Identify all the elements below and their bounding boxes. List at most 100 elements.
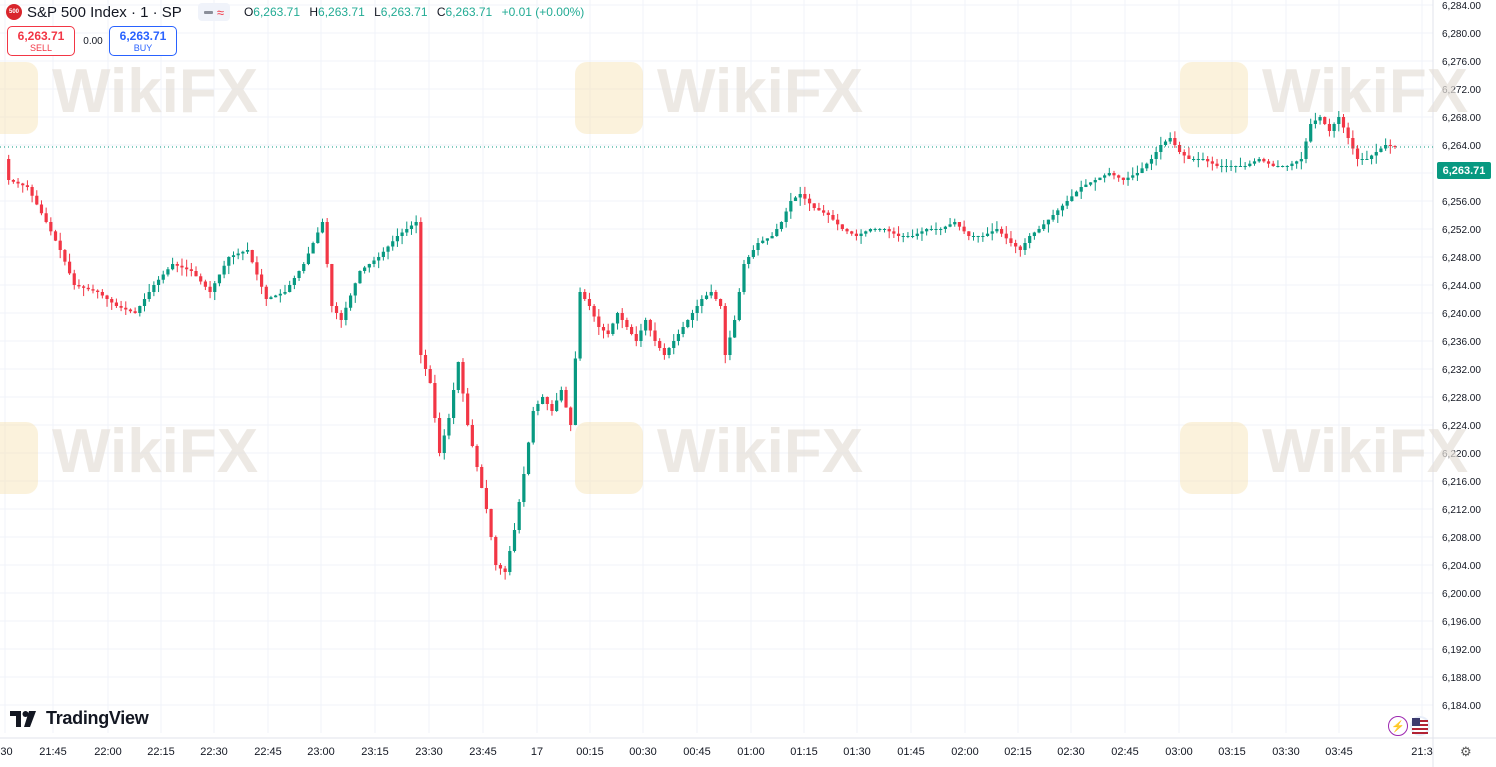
candle-body <box>1018 246 1022 250</box>
candle-body <box>873 229 877 230</box>
y-tick-label: 6,268.00 <box>1442 113 1481 124</box>
candle-body <box>1032 232 1036 236</box>
x-tick-label: 22:15 <box>147 746 175 758</box>
candle-body <box>939 229 943 230</box>
close-value: 6,263.71 <box>445 5 493 19</box>
candle-body <box>1126 177 1130 180</box>
candle-body <box>1262 159 1266 162</box>
candle-body <box>676 334 681 341</box>
candle-body <box>672 341 676 348</box>
x-tick-label: 01:00 <box>737 746 765 758</box>
x-tick-label: 02:00 <box>951 746 979 758</box>
candle-body <box>967 231 971 236</box>
candle-body <box>53 231 58 241</box>
candle-body <box>264 286 268 299</box>
us-flag-icon[interactable] <box>1410 716 1430 736</box>
candle-body <box>1177 145 1182 152</box>
candle-body <box>494 537 498 565</box>
tradingview-logo[interactable]: TradingView <box>10 708 149 729</box>
candle-body <box>1046 219 1051 225</box>
candle-body <box>1009 238 1013 243</box>
y-tick-label: 6,248.00 <box>1442 253 1481 264</box>
candle-body <box>1341 117 1346 128</box>
candle-body <box>288 285 292 292</box>
candle-body <box>353 283 357 296</box>
buy-button[interactable]: 6,263.71 BUY <box>109 26 177 56</box>
candle-body <box>470 425 474 446</box>
candle-body <box>283 292 287 294</box>
candle-body <box>901 236 905 237</box>
x-tick-label: 21:45 <box>39 746 67 758</box>
candle-body <box>1252 161 1257 164</box>
candle-body <box>971 236 976 237</box>
settings-icon[interactable]: ⚙ <box>1460 744 1472 759</box>
candle-body <box>690 313 695 320</box>
symbol-title[interactable]: S&P 500 Index · 1 · SP <box>27 3 182 21</box>
candle-body <box>133 311 137 313</box>
candle-body <box>386 246 390 252</box>
candle-body <box>587 299 592 306</box>
candle-body <box>128 309 133 312</box>
candle-body <box>775 229 779 236</box>
x-tick-label: 01:15 <box>790 746 818 758</box>
candle-body <box>981 236 985 237</box>
candle-body <box>442 435 446 453</box>
candle-body <box>840 224 844 229</box>
candle-body <box>67 261 72 274</box>
candle-body <box>1070 196 1074 201</box>
candle-body <box>1149 159 1154 164</box>
candle-body <box>737 292 741 320</box>
y-tick-label: 6,264.00 <box>1442 141 1481 152</box>
candle-body <box>695 306 699 313</box>
y-tick-label: 6,280.00 <box>1442 29 1481 40</box>
candle-body <box>910 236 915 237</box>
candle-body <box>39 204 44 214</box>
candle-body <box>653 330 657 341</box>
candle-body <box>1154 152 1158 159</box>
candle-body <box>142 299 147 306</box>
watermark-text: WikiFX <box>52 57 258 126</box>
candle-body <box>845 229 849 232</box>
watermark-shield-icon <box>1180 62 1248 134</box>
candle-body <box>1060 205 1065 211</box>
candle-body <box>367 264 371 268</box>
candle-body <box>1369 155 1374 159</box>
candle-body <box>185 267 189 270</box>
candle-body <box>171 264 175 270</box>
sell-button[interactable]: 6,263.71 SELL <box>7 26 75 56</box>
x-tick-label: 02:45 <box>1111 746 1139 758</box>
open-label: O <box>243 5 254 19</box>
candle-body <box>100 292 104 296</box>
candle-body <box>536 404 540 411</box>
candle-body <box>751 250 755 257</box>
candle-body <box>807 198 812 204</box>
candle-body <box>1135 173 1140 176</box>
candle-body <box>1285 166 1289 167</box>
candle-body <box>564 390 568 408</box>
candle-body <box>316 232 320 243</box>
candle-body <box>1229 166 1233 167</box>
watermark-text: WikiFX <box>657 57 863 126</box>
candle-body <box>222 265 226 275</box>
candle-body <box>231 255 236 257</box>
candle-body <box>236 253 240 256</box>
candle-body <box>709 292 713 296</box>
candle-body <box>920 231 924 234</box>
x-tick-label: 23:30 <box>415 746 443 758</box>
candle-body <box>1163 141 1168 145</box>
candle-body <box>1187 155 1191 159</box>
candle-body <box>948 224 952 227</box>
candle-body <box>152 285 156 292</box>
lightning-icon[interactable]: ⚡ <box>1388 716 1408 736</box>
watermark-text: WikiFX <box>1262 417 1468 486</box>
candle-body <box>990 231 994 234</box>
candle-body <box>241 251 245 254</box>
indicator-toggle-chip[interactable]: ≈ <box>197 3 230 21</box>
candle-body <box>1313 120 1317 124</box>
candle-body <box>756 243 760 250</box>
candle-body <box>522 474 526 502</box>
candle-body <box>742 264 746 292</box>
candle-body <box>723 306 727 355</box>
candle-body <box>648 320 652 331</box>
